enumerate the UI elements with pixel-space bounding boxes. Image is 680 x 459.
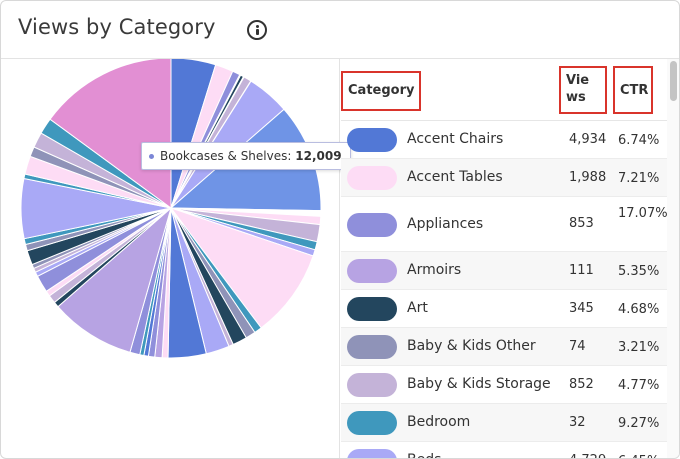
column-header-ctr[interactable]: CTR <box>613 66 653 114</box>
scrollbar-thumb[interactable] <box>670 61 677 101</box>
category-views: 4,729 <box>569 453 606 459</box>
category-color-swatch <box>347 449 397 458</box>
column-header-category[interactable]: Category <box>341 71 421 111</box>
category-views: 111 <box>569 262 594 278</box>
category-views: 345 <box>569 300 594 316</box>
tooltip-label: Bookcases & Shelves: <box>160 149 292 163</box>
pie-slice[interactable] <box>57 206 172 353</box>
category-name: Appliances <box>407 215 484 232</box>
category-ctr: 6.74% <box>618 132 660 148</box>
category-views: 32 <box>569 414 586 430</box>
category-color-swatch <box>347 297 397 321</box>
category-ctr: 5.35% <box>618 263 660 279</box>
card-title: Views by Category <box>18 15 216 39</box>
category-name: Beds <box>407 452 441 458</box>
category-name: Bedroom <box>407 414 471 430</box>
category-ctr: 9.27% <box>618 415 660 431</box>
category-ctr: 7.21% <box>618 170 660 186</box>
table-row[interactable]: Beds 4,729 6.45% <box>341 442 667 459</box>
category-color-swatch <box>347 166 397 190</box>
category-ctr: 4.68% <box>618 301 660 317</box>
category-views: 4,934 <box>569 131 607 147</box>
pie-tooltip: Bookcases & Shelves: 12,009 <box>141 142 351 170</box>
column-header-views[interactable]: Views <box>559 66 607 114</box>
category-views: 74 <box>569 338 586 354</box>
category-color-swatch <box>347 411 397 435</box>
category-table: Category Views CTR Accent Chairs 4,934 6.7… <box>341 59 679 459</box>
category-views: 853 <box>569 216 594 231</box>
category-name: Accent Tables <box>407 169 503 185</box>
category-ctr: 17.07% <box>618 206 668 221</box>
table-row[interactable]: Armoirs 111 5.35% <box>341 252 667 290</box>
category-ctr: 6.45% <box>618 452 664 459</box>
category-color-swatch <box>347 212 397 237</box>
category-ctr: 3.21% <box>618 339 660 355</box>
pie-slice[interactable] <box>169 207 314 329</box>
category-color-swatch <box>347 259 397 283</box>
table-scrollbar[interactable] <box>667 59 679 458</box>
pie-slice[interactable] <box>49 59 172 209</box>
category-ctr: 4.77% <box>618 377 660 393</box>
category-name: Baby & Kids Other <box>407 338 536 354</box>
card-header: Views by Category <box>1 1 679 59</box>
table-row[interactable]: Accent Tables 1,988 7.21% <box>341 159 667 197</box>
pie-chart[interactable] <box>1 59 340 459</box>
tooltip-value: 12,009 <box>295 149 342 163</box>
table-header: Category Views CTR <box>341 59 667 121</box>
category-name: Baby & Kids Storage <box>407 376 551 392</box>
category-name: Armoirs <box>407 262 462 278</box>
category-name: Accent Chairs <box>407 131 504 147</box>
table-body: Accent Chairs 4,934 6.74% Accent Tables 1,98… <box>341 121 668 459</box>
info-icon[interactable] <box>247 20 267 40</box>
table-row[interactable]: Art 345 4.68% <box>341 290 667 328</box>
table-row[interactable]: Appliances 853 17.07% <box>341 197 668 252</box>
table-row[interactable]: Baby & Kids Other 74 3.21% <box>341 328 667 366</box>
tooltip-color-dot <box>149 154 154 159</box>
category-color-swatch <box>347 373 397 397</box>
category-color-swatch <box>347 128 397 152</box>
table-row[interactable]: Bedroom 32 9.27% <box>341 404 667 442</box>
category-views: 1,988 <box>569 169 607 185</box>
category-name: Art <box>407 300 428 316</box>
category-views: 852 <box>569 376 594 392</box>
table-row[interactable]: Accent Chairs 4,934 6.74% <box>341 121 667 159</box>
table-row[interactable]: Baby & Kids Storage 852 4.77% <box>341 366 667 404</box>
pie-chart-panel: Bookcases & Shelves: 12,009 <box>1 59 351 459</box>
category-color-swatch <box>347 335 397 359</box>
